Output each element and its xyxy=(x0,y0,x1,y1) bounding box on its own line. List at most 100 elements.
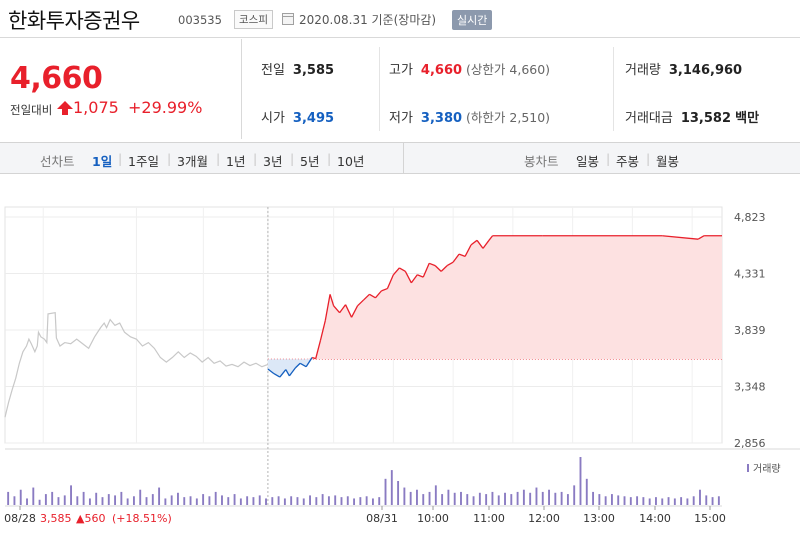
volume-bar xyxy=(592,491,595,505)
volume-bar xyxy=(466,494,469,505)
tab-separator: | xyxy=(118,151,123,166)
volume-bar xyxy=(680,497,683,505)
volume-bar xyxy=(277,496,280,505)
volume-bar xyxy=(504,492,506,505)
volume-bar xyxy=(453,492,456,505)
tab-5year[interactable]: 5년 xyxy=(300,154,320,169)
volume-value: 3,146,960 xyxy=(668,63,743,78)
price-line-segment xyxy=(399,267,406,272)
volume-bar xyxy=(44,494,47,505)
volume-bar xyxy=(717,496,720,505)
chart-tab-bar: 선차트 1일 | 1주일 | 3개월 | 1년 | 3년 | 5년 | 10년 … xyxy=(0,142,800,174)
intraday-price-chart[interactable]: 4,823 4,331 3,839 3,348 2,856 거래량 08/28 08/31… xyxy=(0,185,800,542)
trade-value: 13,582 xyxy=(680,111,732,126)
volume-bar xyxy=(309,495,311,505)
y-tick-label: 2,856 xyxy=(734,437,766,450)
volume-bar xyxy=(434,485,437,505)
price-line-segment xyxy=(324,294,331,321)
y-tick-label: 4,823 xyxy=(734,211,766,224)
price-line-segment xyxy=(428,262,436,267)
stats-divider xyxy=(613,47,614,131)
prev-close-value: 3,585 xyxy=(292,63,335,78)
tab-1day[interactable]: 1일 xyxy=(92,154,113,169)
x-tick-label: 12:00 xyxy=(528,512,560,525)
price-line-segment xyxy=(369,293,376,299)
volume-bar xyxy=(132,496,135,505)
price-line-segment xyxy=(381,287,388,292)
tab-10year[interactable]: 10년 xyxy=(337,154,365,169)
volume-bar xyxy=(214,491,217,505)
volume-bar xyxy=(70,485,72,505)
volume-bar xyxy=(441,494,444,505)
y-tick-label: 4,331 xyxy=(734,268,766,281)
volume-bar xyxy=(447,489,450,505)
volume-label: 거래량 xyxy=(625,63,661,78)
stock-header: 한화투자증권우 003535 코스피 2020.08.31 기준(장마감) 실시… xyxy=(0,0,800,38)
volume-bar xyxy=(510,494,513,505)
volume-bar xyxy=(472,496,475,505)
tab-monthly-candle[interactable]: 월봉 xyxy=(656,154,680,169)
tab-weekly-candle[interactable]: 주봉 xyxy=(616,154,640,169)
stock-name: 한화투자증권우 xyxy=(8,9,140,33)
volume-bar xyxy=(195,498,198,505)
lower-limit: (하한가 2,510) xyxy=(466,110,551,125)
price-line-segment xyxy=(464,244,472,257)
tab-1year[interactable]: 1년 xyxy=(226,154,246,169)
change-label: 전일대비 xyxy=(10,103,53,117)
price-line-segment xyxy=(392,267,400,276)
volume-bar xyxy=(648,498,651,505)
volume-bar xyxy=(334,495,337,505)
volume-bars: 거래량 xyxy=(7,457,781,505)
price-line-segment xyxy=(315,340,322,359)
volume-bar xyxy=(548,489,550,505)
trade-value-stat: 거래대금 13,582 백만 xyxy=(625,107,759,126)
volume-bar xyxy=(535,487,538,505)
trade-value-label: 거래대금 xyxy=(625,111,673,126)
price-line-segment xyxy=(452,253,460,263)
volume-bar xyxy=(560,491,563,505)
volume-bar xyxy=(189,496,192,505)
price-line-segment xyxy=(697,235,705,240)
price-line-segment xyxy=(299,362,307,368)
volume-legend-label: 거래량 xyxy=(753,463,781,475)
volume-bar xyxy=(38,499,41,505)
price-line-segment xyxy=(350,305,359,318)
volume-bar xyxy=(239,498,242,505)
price-line-segment xyxy=(329,294,335,307)
current-price: 4,660 xyxy=(10,61,103,96)
tab-3month[interactable]: 3개월 xyxy=(177,154,208,169)
price-line-segment xyxy=(446,261,454,267)
price-line-segment xyxy=(482,239,490,249)
realtime-button[interactable]: 실시간 xyxy=(452,10,493,30)
prev-day-price-line xyxy=(4,312,269,418)
volume-legend-swatch xyxy=(747,464,749,472)
tab-separator: | xyxy=(167,151,172,166)
high-stat: 고가 4,660 (상한가 4,660) xyxy=(389,59,550,78)
upper-limit: (상한가 4,660) xyxy=(466,62,551,77)
price-line-segment xyxy=(458,253,466,258)
volume-bar xyxy=(57,497,60,505)
volume-bar xyxy=(302,498,305,505)
volume-bar xyxy=(554,492,557,505)
price-line-segment xyxy=(363,293,370,301)
price-summary: 4,660 전일대비 1,075 +29.99% xyxy=(0,39,242,139)
tab-1week[interactable]: 1주일 xyxy=(128,154,159,169)
y-tick-label: 3,839 xyxy=(734,324,766,337)
volume-bar xyxy=(384,478,387,505)
volume-bar xyxy=(353,498,356,505)
tab-separator: | xyxy=(327,151,332,166)
tab-3year[interactable]: 3년 xyxy=(263,154,283,169)
open-value: 3,495 xyxy=(292,111,335,126)
volume-bar xyxy=(283,498,286,505)
volume-bar xyxy=(422,494,425,505)
x-tick-label: 08/31 xyxy=(366,512,398,525)
tab-daily-candle[interactable]: 일봉 xyxy=(576,154,600,169)
low-stat: 저가 3,380 (하한가 2,510) xyxy=(389,107,550,126)
price-line-segment xyxy=(285,369,290,377)
price-line-segment xyxy=(476,239,484,249)
volume-bar xyxy=(359,497,362,505)
volume-bar xyxy=(158,487,161,505)
prev-close-label: 전일 xyxy=(261,63,285,78)
prev-day-change: ▲560 xyxy=(76,512,105,525)
volume-bar xyxy=(661,498,664,505)
